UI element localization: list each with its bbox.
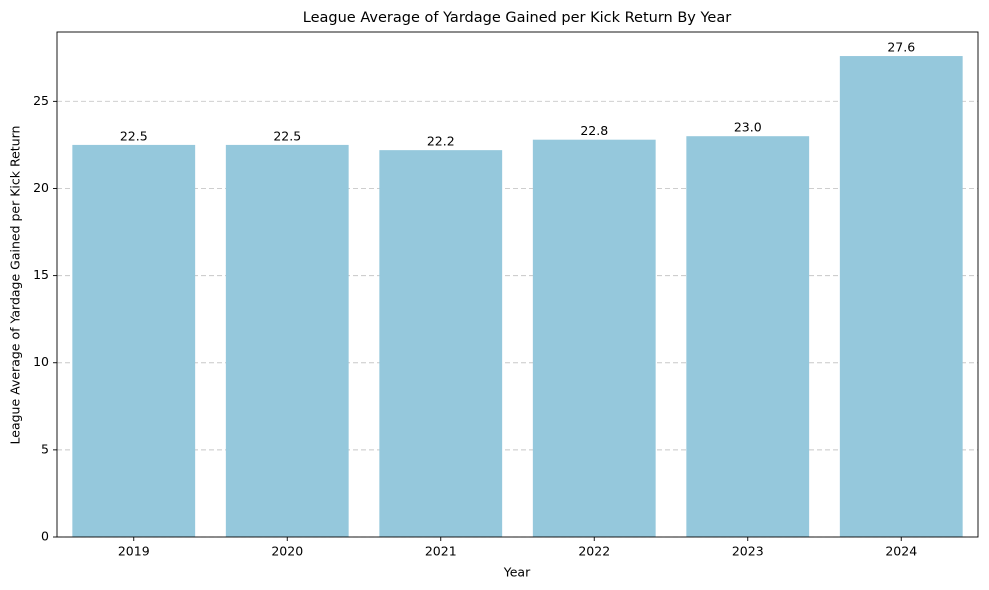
- x-tick-label: 2022: [578, 544, 610, 559]
- x-tick-label: 2020: [271, 544, 303, 559]
- x-axis-label: Year: [503, 565, 531, 580]
- bar: [379, 150, 503, 537]
- data-label: 22.5: [120, 128, 148, 143]
- y-axis-label: League Average of Yardage Gained per Kic…: [8, 126, 23, 445]
- data-label: 27.6: [887, 40, 915, 55]
- bar: [839, 56, 963, 538]
- y-tick-label: 15: [33, 267, 49, 282]
- bar: [532, 139, 656, 537]
- bar: [225, 144, 349, 537]
- data-label: 23.0: [734, 120, 762, 135]
- data-label: 22.8: [580, 123, 608, 138]
- x-tick-label: 2019: [118, 544, 150, 559]
- y-tick-label: 5: [41, 441, 49, 456]
- x-tick-label: 2021: [425, 544, 457, 559]
- y-tick-label: 10: [33, 354, 49, 369]
- bar: [686, 136, 810, 537]
- y-tick-label: 25: [33, 93, 49, 108]
- x-tick-label: 2023: [732, 544, 764, 559]
- chart-title: League Average of Yardage Gained per Kic…: [303, 10, 731, 26]
- y-tick-label: 20: [33, 180, 49, 195]
- plot-frame: [56, 31, 979, 538]
- data-label: 22.5: [273, 128, 301, 143]
- x-tick-label: 2024: [885, 544, 917, 559]
- bar: [72, 144, 196, 537]
- data-label: 22.2: [427, 134, 455, 149]
- y-tick-label: 0: [41, 529, 49, 544]
